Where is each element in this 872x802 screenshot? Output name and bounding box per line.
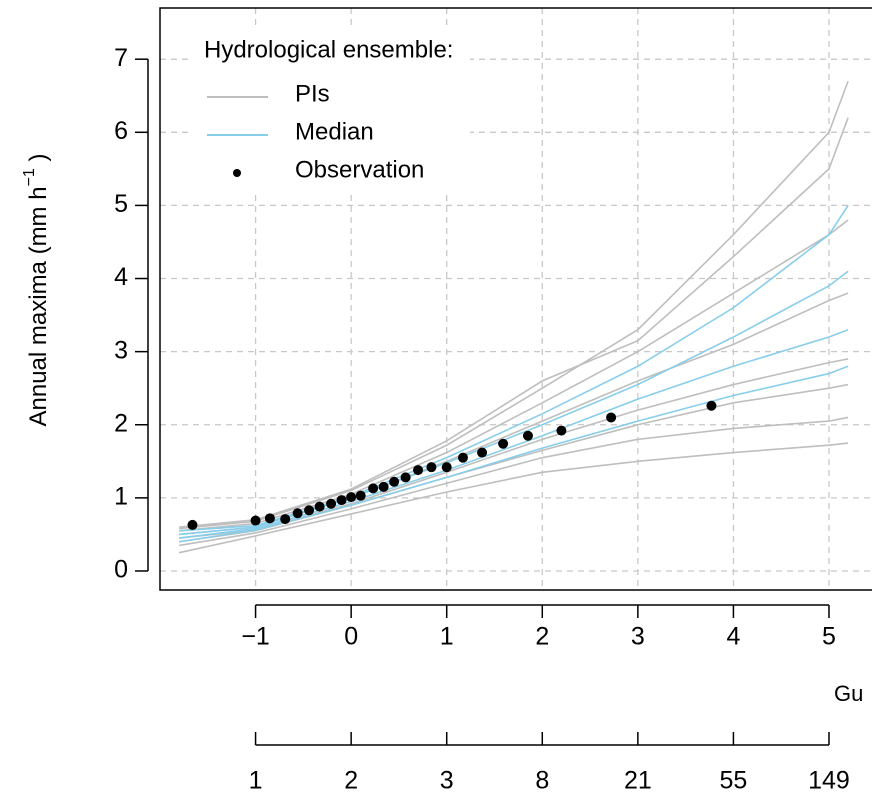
pi-line <box>179 80 849 530</box>
y-tick-label: 5 <box>114 190 128 218</box>
observation-point <box>606 412 617 423</box>
legend-title: Hydrological ensemble: <box>204 36 453 63</box>
legend-swatch <box>233 169 241 177</box>
x-tick-label: 1 <box>440 623 454 651</box>
plot-area <box>160 8 872 590</box>
x-tick-label: 2 <box>535 623 549 651</box>
x-tick-label: 4 <box>726 623 740 651</box>
observation-point <box>314 501 325 512</box>
legend-label: Observation <box>295 156 424 183</box>
y-tick-label: 6 <box>114 117 128 145</box>
x-tick-label: 3 <box>631 623 645 651</box>
x2-tick-label: 55 <box>720 767 748 795</box>
x-tick-label: −1 <box>241 623 270 651</box>
pi-line <box>179 117 849 528</box>
x2-tick-label: 8 <box>535 767 549 795</box>
observation-point <box>400 472 411 483</box>
y-tick-label: 3 <box>114 336 128 364</box>
observation-point <box>457 452 468 463</box>
y-tick-label: 1 <box>114 482 128 510</box>
observation-point <box>368 483 379 494</box>
observation-point <box>250 515 261 526</box>
observation-point <box>336 495 347 506</box>
observation-point <box>292 508 303 519</box>
observation-point <box>706 400 717 411</box>
y-tick-label: 0 <box>114 556 128 584</box>
pi-line <box>178 442 849 554</box>
observation-point <box>280 514 291 525</box>
pi-line <box>179 219 849 532</box>
observation-point <box>498 438 509 449</box>
observation-point <box>378 481 389 492</box>
x-tick-label: 0 <box>344 623 358 651</box>
y-tick-label: 7 <box>114 44 128 72</box>
x2-tick-label: 21 <box>624 767 652 795</box>
observation-point <box>264 513 275 524</box>
observation-point <box>556 425 567 436</box>
legend-label: Median <box>295 118 374 145</box>
x2-tick-label: 149 <box>808 767 850 795</box>
observation-point <box>413 465 424 476</box>
y-tick-label: 2 <box>114 409 128 437</box>
observation-point <box>389 476 400 487</box>
x2-tick-label: 1 <box>249 767 263 795</box>
legend-box <box>188 30 470 195</box>
x2-tick-label: 3 <box>440 767 454 795</box>
observation-point <box>441 462 452 473</box>
x2-tick-label: 2 <box>344 767 358 795</box>
observation-point <box>304 505 315 516</box>
pi-line <box>179 358 849 539</box>
y-axis-title: Annual maxima (mm h−1 ) <box>21 154 52 427</box>
observation-point <box>346 492 357 503</box>
pi-line <box>178 416 849 547</box>
observation-point <box>326 498 337 509</box>
observation-point <box>187 519 198 530</box>
median-line <box>179 204 849 532</box>
observation-point <box>522 430 533 441</box>
observation-point <box>355 490 366 501</box>
observation-point <box>426 462 437 473</box>
x-axis-title: Gu <box>834 681 863 706</box>
observation-point <box>477 447 488 458</box>
plot-content <box>160 8 872 590</box>
median-line <box>179 270 849 536</box>
plot-border <box>159 7 872 591</box>
legend-label: PIs <box>295 80 330 107</box>
x-tick-label: 5 <box>822 623 836 651</box>
y-tick-label: 4 <box>114 263 128 291</box>
